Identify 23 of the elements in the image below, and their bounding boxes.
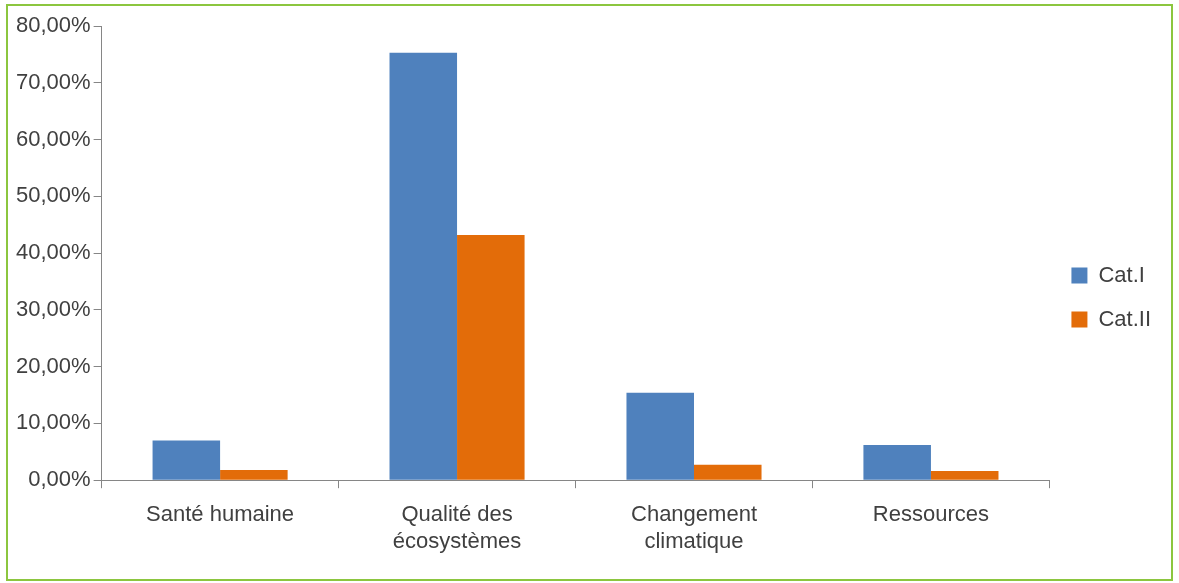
y-tick-label: 70,00% [15, 68, 91, 94]
bar [863, 445, 931, 480]
x-tick-label: Changement climatique [631, 501, 757, 553]
y-tick-label: 60,00% [15, 125, 91, 151]
x-tick-label: Santé humaine [146, 501, 295, 527]
bar [457, 234, 525, 480]
y-tick-label: 20,00% [15, 352, 91, 378]
y-tick-label: 40,00% [15, 239, 91, 265]
y-tick-label: 0,00% [28, 466, 91, 492]
y-tick-label: 80,00% [15, 12, 91, 38]
bar [220, 469, 288, 480]
legend-label: Cat.II [1098, 305, 1152, 331]
y-tick-label: 50,00% [15, 182, 91, 208]
bar [626, 392, 694, 480]
legend-label: Cat.I [1098, 261, 1145, 287]
bar [152, 440, 221, 480]
y-tick-label: 30,00% [15, 295, 91, 321]
x-tick-label: Qualité des écosystèmes [392, 501, 522, 553]
x-tick-label: Ressources [872, 501, 990, 527]
bar [930, 471, 999, 480]
bar [694, 464, 762, 480]
bar [389, 52, 458, 480]
y-tick-label: 10,00% [15, 409, 91, 435]
